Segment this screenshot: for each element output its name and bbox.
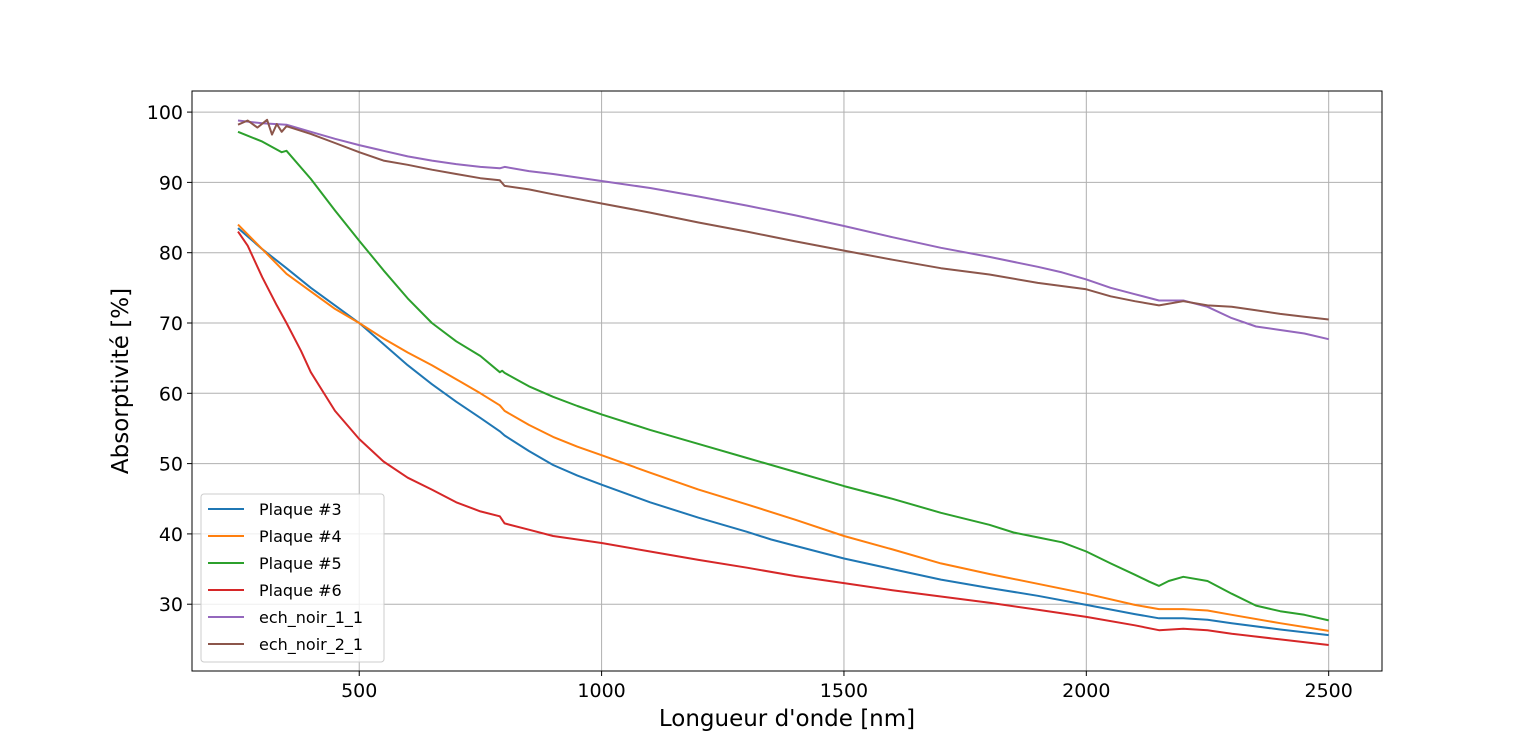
x-tick-label: 500 [341, 680, 377, 702]
y-axis-title: Absorptivité [%] [108, 288, 134, 474]
legend-label: ech_noir_2_1 [259, 635, 363, 655]
y-tick-label: 50 [159, 454, 183, 476]
legend-label: Plaque #6 [259, 581, 342, 600]
y-tick-label: 70 [159, 313, 183, 335]
y-tick-label: 90 [159, 172, 183, 194]
legend-box [200, 493, 385, 663]
legend-label: Plaque #4 [259, 527, 342, 546]
x-tick-label: 1000 [577, 680, 625, 702]
y-tick-label: 100 [147, 102, 183, 124]
series-lines [237, 118, 1329, 646]
y-tick-label: 30 [159, 594, 183, 616]
x-tick-label: 2500 [1305, 680, 1353, 702]
series-line-6 [237, 118, 1329, 321]
y-tick-label: 60 [159, 383, 183, 405]
series-line-1 [237, 227, 1329, 637]
x-tick-label: 1500 [820, 680, 868, 702]
y-tick-label: 40 [159, 524, 183, 546]
legend-label: Plaque #5 [259, 554, 342, 573]
y-tick-label: 80 [159, 243, 183, 265]
series-line-2 [237, 223, 1329, 632]
series-line-4 [237, 231, 1329, 646]
plot-frame [191, 90, 1383, 672]
grid [192, 91, 1382, 671]
series-line-3 [237, 130, 1329, 622]
axis-ticks: 500 1000 1500 2000 2500 30 40 50 60 70 80 90 100 [147, 102, 1353, 702]
legend: Plaque #3 Plaque #4 Plaque #5 Plaque #6 ech_… [200, 493, 385, 663]
legend-label: Plaque #3 [259, 500, 342, 519]
legend-label: ech_noir_1_1 [259, 608, 363, 628]
x-tick-label: 2000 [1062, 680, 1110, 702]
x-axis-title: Longueur d'onde [nm] [659, 706, 915, 732]
